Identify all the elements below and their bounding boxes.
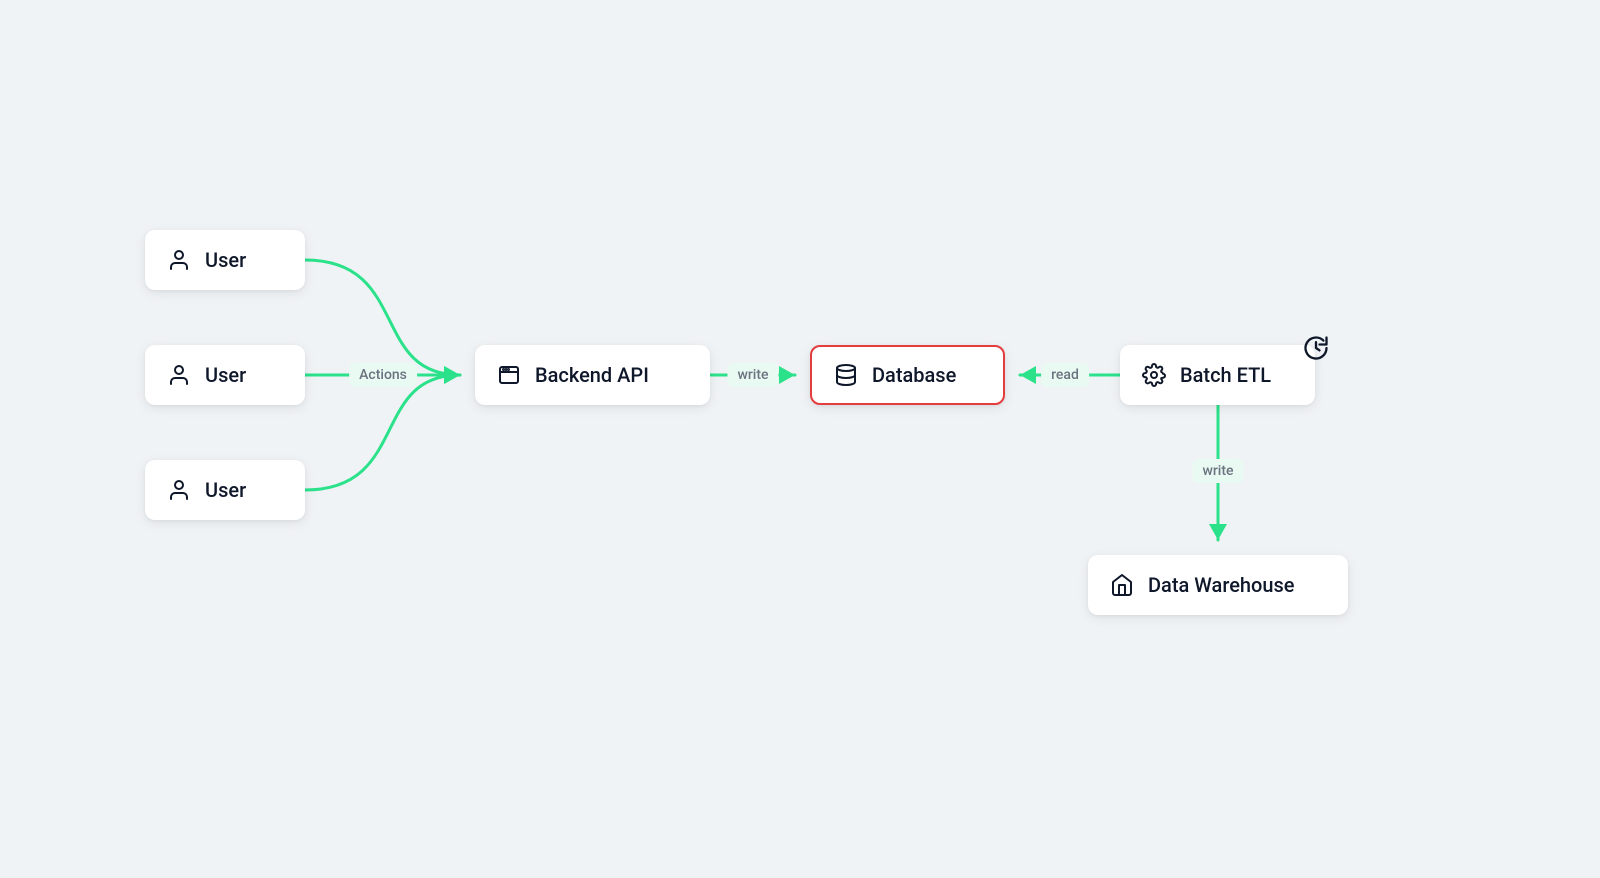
node-label: Database	[872, 363, 956, 387]
edge-label: write	[1192, 459, 1243, 483]
edge-label: read	[1041, 363, 1089, 387]
edge-arrow	[1209, 524, 1227, 540]
browser-icon	[497, 363, 521, 387]
home-icon	[1110, 573, 1134, 597]
clock-badge-icon	[1300, 332, 1332, 364]
node-user2[interactable]: User	[145, 345, 305, 405]
node-warehouse[interactable]: Data Warehouse	[1088, 555, 1348, 615]
architecture-diagram: User User User Backend API Database Batch ETL…	[0, 0, 1600, 878]
edge-user1-backend	[305, 260, 460, 375]
gear-icon	[1142, 363, 1166, 387]
node-database[interactable]: Database	[810, 345, 1005, 405]
node-label: User	[205, 363, 246, 387]
node-label: Batch ETL	[1180, 363, 1271, 387]
node-label: User	[205, 248, 246, 272]
node-user3[interactable]: User	[145, 460, 305, 520]
edge-arrow	[444, 366, 460, 384]
node-label: Backend API	[535, 363, 649, 387]
edge-arrow	[779, 366, 795, 384]
edge-arrow	[444, 366, 460, 384]
user-icon	[167, 248, 191, 272]
user-icon	[167, 478, 191, 502]
edges-layer	[0, 0, 1600, 878]
edge-label: write	[727, 363, 778, 387]
node-backend[interactable]: Backend API	[475, 345, 710, 405]
node-user1[interactable]: User	[145, 230, 305, 290]
edge-arrow	[1020, 366, 1036, 384]
node-label: Data Warehouse	[1148, 573, 1295, 597]
database-icon	[834, 363, 858, 387]
edge-label: Actions	[349, 363, 417, 387]
user-icon	[167, 363, 191, 387]
edge-arrow	[444, 366, 460, 384]
edge-user3-backend	[305, 375, 460, 490]
node-label: User	[205, 478, 246, 502]
node-batchetl[interactable]: Batch ETL	[1120, 345, 1315, 405]
